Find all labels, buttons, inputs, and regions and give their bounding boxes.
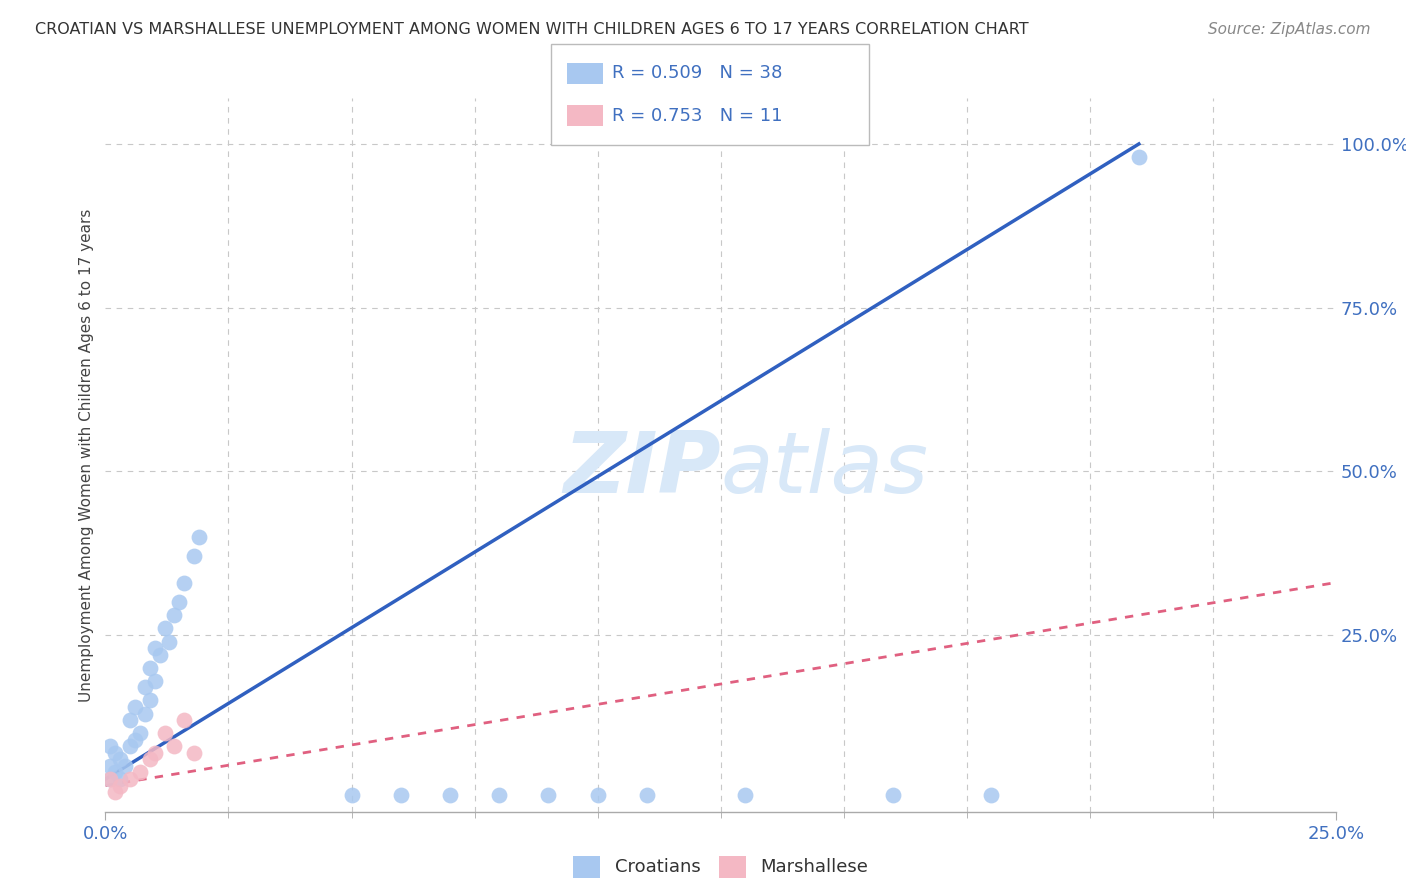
Point	[134, 681, 156, 695]
Point	[163, 739, 186, 754]
Text: atlas: atlas	[721, 427, 928, 511]
Point	[104, 785, 127, 799]
Point	[537, 789, 560, 803]
Point	[120, 713, 141, 727]
Point	[120, 772, 141, 786]
Point	[389, 789, 412, 803]
Point	[98, 759, 122, 773]
Point	[104, 746, 127, 760]
Point	[163, 608, 186, 623]
Point	[882, 789, 904, 803]
Point	[169, 595, 191, 609]
Point	[636, 789, 658, 803]
Point	[120, 739, 141, 754]
Point	[734, 789, 756, 803]
Point	[173, 575, 195, 590]
Text: R = 0.753   N = 11: R = 0.753 N = 11	[612, 107, 782, 125]
Point	[104, 765, 127, 780]
Point	[110, 772, 132, 786]
Point	[143, 641, 166, 656]
Point	[439, 789, 461, 803]
Point	[159, 634, 180, 648]
Text: R = 0.509   N = 38: R = 0.509 N = 38	[612, 64, 782, 82]
Point	[488, 789, 510, 803]
Point	[143, 673, 166, 688]
Point	[340, 789, 363, 803]
Point	[138, 661, 162, 675]
Point	[1128, 150, 1150, 164]
Point	[98, 739, 122, 754]
Point	[98, 772, 122, 786]
Point	[183, 746, 205, 760]
Legend: Croatians, Marshallese: Croatians, Marshallese	[567, 848, 875, 885]
Point	[143, 746, 166, 760]
Y-axis label: Unemployment Among Women with Children Ages 6 to 17 years: Unemployment Among Women with Children A…	[79, 208, 94, 702]
Point	[173, 713, 195, 727]
Point	[134, 706, 156, 721]
Point	[114, 759, 136, 773]
Point	[124, 700, 146, 714]
Text: ZIP: ZIP	[562, 427, 721, 511]
Text: CROATIAN VS MARSHALLESE UNEMPLOYMENT AMONG WOMEN WITH CHILDREN AGES 6 TO 17 YEAR: CROATIAN VS MARSHALLESE UNEMPLOYMENT AMO…	[35, 22, 1029, 37]
Point	[129, 765, 152, 780]
Point	[110, 779, 132, 793]
Point	[188, 530, 211, 544]
Point	[153, 726, 176, 740]
Point	[138, 752, 162, 766]
Point	[110, 752, 132, 766]
Point	[129, 726, 152, 740]
Point	[138, 693, 162, 707]
Point	[153, 621, 176, 635]
Point	[124, 732, 146, 747]
Point	[149, 648, 172, 662]
Point	[586, 789, 609, 803]
Point	[183, 549, 205, 564]
Text: Source: ZipAtlas.com: Source: ZipAtlas.com	[1208, 22, 1371, 37]
Point	[980, 789, 1002, 803]
Point	[98, 772, 122, 786]
